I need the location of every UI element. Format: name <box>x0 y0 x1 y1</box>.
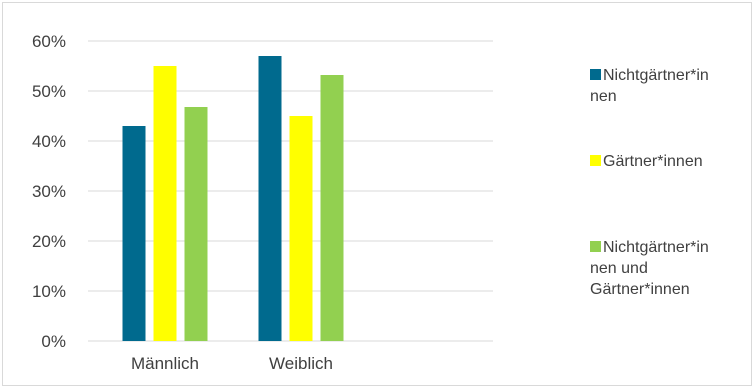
bar-chart: 0% 10% 20% 30% 40% 50% 60% Männlich Weiblich Nich… <box>32 32 709 373</box>
bar <box>184 107 208 341</box>
legend-label: Nichtgärtner*in <box>603 67 709 84</box>
bar <box>122 126 146 341</box>
y-tick-label: 0% <box>41 332 66 351</box>
y-tick-label: 30% <box>32 182 66 201</box>
legend-swatch <box>590 241 601 252</box>
legend-label: Gärtner*innen <box>603 153 703 170</box>
bar <box>289 116 313 341</box>
y-tick-label: 10% <box>32 282 66 301</box>
x-category-label: Männlich <box>131 354 199 373</box>
legend-label: nen <box>590 88 617 105</box>
legend-label: nen und <box>590 260 648 277</box>
legend-swatch <box>590 155 601 166</box>
y-tick-label: 50% <box>32 82 66 101</box>
bar <box>320 75 344 341</box>
bar <box>258 56 282 341</box>
y-tick-label: 60% <box>32 32 66 51</box>
y-tick-label: 20% <box>32 232 66 251</box>
x-category-label: Weiblich <box>269 354 333 373</box>
legend-label: Nichtgärtner*in <box>603 239 709 256</box>
chart-frame: 0% 10% 20% 30% 40% 50% 60% Männlich Weiblich Nich… <box>2 2 752 386</box>
legend-swatch <box>590 69 601 80</box>
legend-label: Gärtner*innen <box>590 281 690 298</box>
bar <box>153 66 177 341</box>
y-tick-label: 40% <box>32 132 66 151</box>
